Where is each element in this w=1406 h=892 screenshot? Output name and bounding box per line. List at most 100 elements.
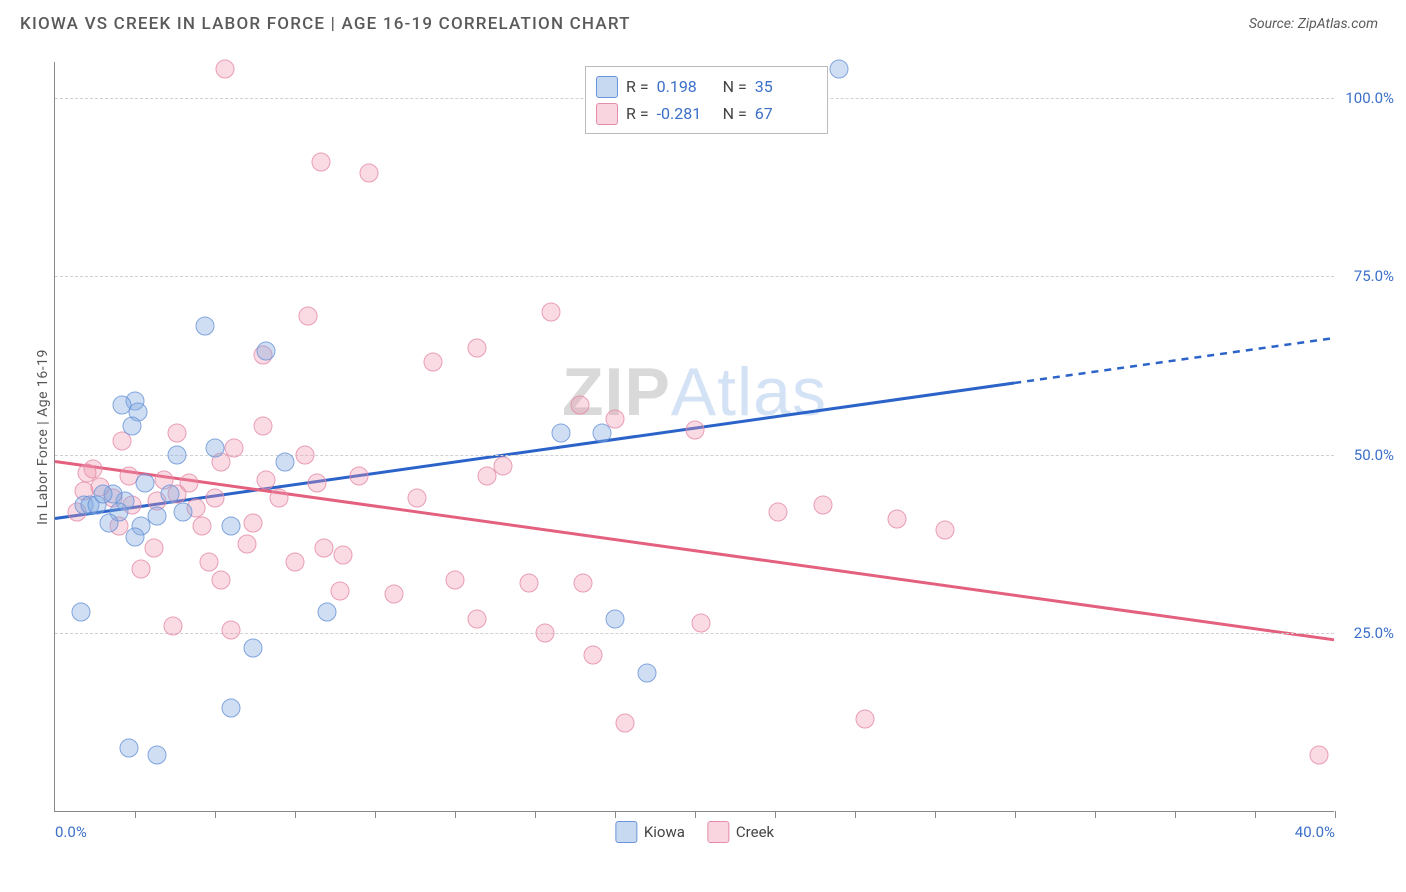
- creek-point: [298, 306, 317, 325]
- x-tick: [535, 811, 536, 818]
- y-tick-label: 25.0%: [1354, 624, 1394, 642]
- creek-point: [494, 456, 513, 475]
- x-tick: [1095, 811, 1096, 818]
- x-tick: [695, 811, 696, 818]
- creek-point: [334, 545, 353, 564]
- creek-point: [199, 553, 218, 572]
- kiowa-point: [174, 503, 193, 522]
- creek-point: [855, 710, 874, 729]
- N-label: N =: [723, 100, 747, 127]
- kiowa-swatch-icon: [596, 76, 618, 98]
- creek-point: [311, 153, 330, 172]
- creek-point: [212, 570, 231, 589]
- source-attribution: Source: ZipAtlas.com: [1249, 16, 1378, 32]
- creek-point: [164, 617, 183, 636]
- legend-row-kiowa: R = 0.198 N = 35: [596, 73, 813, 100]
- x-tick: [1335, 811, 1336, 818]
- creek-point: [468, 338, 487, 357]
- creek-point: [686, 420, 705, 439]
- creek-point: [244, 513, 263, 532]
- kiowa-point: [100, 513, 119, 532]
- kiowa-point: [206, 438, 225, 457]
- kiowa-point: [551, 424, 570, 443]
- creek-point: [238, 535, 257, 554]
- kiowa-point: [276, 453, 295, 472]
- creek-point: [314, 538, 333, 557]
- kiowa-point: [244, 638, 263, 657]
- creek-point: [254, 417, 273, 436]
- creek-point: [193, 517, 212, 536]
- y-axis-label: In Labor Force | Age 16-19: [35, 349, 51, 525]
- kiowa-point: [222, 517, 241, 536]
- y-tick-label: 100.0%: [1345, 89, 1394, 107]
- kiowa-point: [71, 603, 90, 622]
- legend-creek-label: Creek: [736, 823, 774, 841]
- correlation-legend-box: R = 0.198 N = 35 R = -0.281 N = 67: [585, 66, 828, 134]
- creek-point: [535, 624, 554, 643]
- legend-row-creek: R = -0.281 N = 67: [596, 100, 813, 127]
- kiowa-point: [606, 610, 625, 629]
- creek-point: [385, 585, 404, 604]
- creek-point: [350, 467, 369, 486]
- kiowa-point: [196, 317, 215, 336]
- gridline: [55, 633, 1334, 634]
- kiowa-point: [119, 738, 138, 757]
- creek-point: [222, 620, 241, 639]
- creek-point: [542, 303, 561, 322]
- kiowa-point: [135, 474, 154, 493]
- x-tick: [215, 811, 216, 818]
- y-tick-label: 75.0%: [1354, 267, 1394, 285]
- kiowa-point: [593, 424, 612, 443]
- creek-point: [814, 495, 833, 514]
- creek-point: [935, 520, 954, 539]
- kiowa-trendline-dashed: [1014, 338, 1334, 383]
- creek-point: [1310, 745, 1329, 764]
- creek-point: [78, 463, 97, 482]
- creek-N-value: 67: [755, 100, 813, 127]
- kiowa-point: [122, 417, 141, 436]
- creek-R-value: -0.281: [657, 100, 715, 127]
- x-tick: [615, 811, 616, 818]
- creek-point: [295, 445, 314, 464]
- kiowa-point: [222, 699, 241, 718]
- creek-point: [446, 570, 465, 589]
- y-tick-label: 50.0%: [1354, 446, 1394, 464]
- R-label: R =: [626, 100, 649, 127]
- creek-point: [769, 503, 788, 522]
- series-legend: Kiowa Creek: [615, 821, 774, 843]
- x-tick: [935, 811, 936, 818]
- creek-point: [206, 488, 225, 507]
- creek-point: [570, 395, 589, 414]
- x-tick: [375, 811, 376, 818]
- kiowa-point: [148, 506, 167, 525]
- kiowa-N-value: 35: [755, 73, 813, 100]
- x-tick: [295, 811, 296, 818]
- x-tick: [1255, 811, 1256, 818]
- kiowa-point: [638, 663, 657, 682]
- creek-point: [330, 581, 349, 600]
- x-tick: [1015, 811, 1016, 818]
- chart-title: KIOWA VS CREEK IN LABOR FORCE | AGE 16-1…: [20, 14, 631, 34]
- creek-point: [286, 553, 305, 572]
- plot-area: In Labor Force | Age 16-19 ZIPAtlas 25.0…: [54, 62, 1334, 812]
- kiowa-point: [318, 603, 337, 622]
- creek-point: [270, 488, 289, 507]
- creek-point: [359, 163, 378, 182]
- creek-point: [308, 474, 327, 493]
- x-tick: [455, 811, 456, 818]
- kiowa-point: [126, 528, 145, 547]
- x-tick: [775, 811, 776, 818]
- creek-point: [407, 488, 426, 507]
- legend-kiowa: Kiowa: [615, 821, 685, 843]
- creek-point: [167, 424, 186, 443]
- kiowa-point: [94, 485, 113, 504]
- creek-point: [519, 574, 538, 593]
- N-label: N =: [723, 73, 747, 100]
- creek-point: [574, 574, 593, 593]
- R-label: R =: [626, 73, 649, 100]
- kiowa-point: [830, 60, 849, 79]
- kiowa-point: [161, 485, 180, 504]
- kiowa-point: [167, 445, 186, 464]
- creek-point: [692, 613, 711, 632]
- kiowa-trendline: [55, 383, 1014, 519]
